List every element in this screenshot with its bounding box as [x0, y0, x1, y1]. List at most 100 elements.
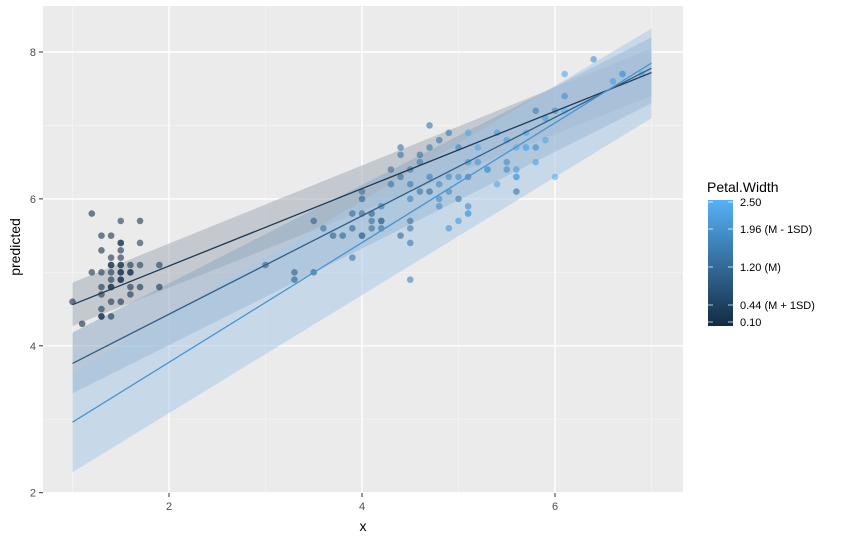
data-point	[358, 195, 366, 203]
data-point	[435, 136, 443, 144]
data-point	[88, 210, 96, 217]
data-point	[513, 188, 520, 195]
data-point	[551, 173, 559, 181]
data-point	[291, 276, 298, 283]
data-point	[464, 202, 472, 210]
data-point	[98, 283, 105, 291]
legend-tick-label: 1.96 (M - 1SD)	[740, 224, 812, 236]
data-point	[88, 269, 96, 276]
y-axis-title: predicted	[7, 218, 23, 276]
data-point	[387, 166, 395, 173]
data-point	[435, 202, 443, 210]
data-point	[561, 92, 568, 100]
data-point	[98, 232, 105, 239]
data-point	[98, 313, 105, 320]
data-point	[464, 210, 472, 217]
data-point	[397, 151, 404, 159]
data-point	[406, 217, 414, 225]
data-point	[117, 269, 125, 276]
data-point	[127, 291, 134, 298]
data-point	[349, 254, 356, 261]
data-point	[397, 173, 404, 181]
data-point	[426, 122, 433, 129]
colorbar	[708, 200, 733, 326]
fit-line	[72, 67, 652, 365]
data-point	[378, 217, 385, 225]
data-point	[107, 313, 115, 320]
legend-tick-label: 0.10	[740, 317, 761, 329]
data-point	[117, 217, 125, 225]
fit-line	[72, 62, 652, 423]
data-point	[107, 261, 115, 269]
data-point	[127, 269, 134, 276]
data-point	[445, 173, 453, 181]
y-tick-label: 8	[30, 47, 36, 59]
legend-tick-label: 1.20 (M)	[740, 262, 781, 274]
data-point	[513, 173, 520, 181]
data-point	[329, 232, 337, 239]
data-point	[107, 232, 115, 239]
data-point	[339, 232, 347, 239]
scatter-points	[69, 56, 646, 328]
data-point	[532, 107, 539, 115]
data-point	[561, 107, 568, 115]
data-point	[127, 261, 134, 269]
data-point	[416, 188, 424, 195]
data-point	[117, 239, 125, 247]
y-tick-label: 4	[30, 341, 36, 353]
data-point	[590, 56, 597, 63]
data-point	[455, 195, 462, 203]
data-point	[426, 188, 433, 195]
data-point	[493, 180, 501, 188]
data-point	[98, 269, 105, 276]
legend-tick-label: 0.44 (M + 1SD)	[740, 300, 815, 312]
data-point	[445, 129, 453, 137]
data-point	[619, 70, 626, 78]
x-tick-label: 4	[359, 501, 365, 513]
data-point	[532, 158, 539, 166]
axes: 2 4 6 2 4 6 8	[30, 47, 558, 513]
legend: Petal.Width 2.50 1.96 (M - 1SD) 1.20 (M) 0.…	[707, 179, 815, 329]
data-point	[136, 239, 144, 247]
data-point	[107, 298, 115, 306]
data-point	[455, 217, 462, 225]
legend-title: Petal.Width	[707, 179, 779, 195]
data-point	[310, 217, 318, 225]
data-point	[416, 151, 424, 159]
data-point	[117, 276, 125, 283]
data-point	[136, 261, 144, 269]
data-point	[127, 283, 134, 291]
data-point	[609, 78, 617, 85]
fit-line	[72, 71, 652, 306]
data-point	[406, 224, 414, 232]
data-point	[78, 320, 86, 328]
data-point	[416, 158, 424, 166]
x-tick-label: 2	[166, 501, 172, 513]
data-point	[406, 195, 414, 203]
data-point	[117, 254, 125, 261]
data-point	[291, 269, 298, 276]
data-point	[368, 217, 375, 225]
data-point	[368, 224, 375, 232]
x-tick-label: 6	[552, 501, 558, 513]
data-point	[561, 70, 568, 78]
data-point	[98, 305, 105, 313]
data-point	[107, 276, 115, 283]
y-tick-label: 6	[30, 194, 36, 206]
data-point	[503, 158, 511, 166]
data-point	[522, 144, 530, 151]
data-point	[98, 247, 105, 254]
data-point	[349, 224, 356, 232]
data-point	[117, 261, 125, 269]
data-point	[426, 173, 433, 181]
data-point	[474, 158, 482, 166]
data-point	[156, 283, 163, 291]
colorbar-ticks: 2.50 1.96 (M - 1SD) 1.20 (M) 0.44 (M + 1SD)…	[708, 197, 815, 329]
data-point	[107, 254, 115, 261]
data-point	[474, 144, 482, 151]
data-point	[117, 298, 125, 306]
data-point	[464, 129, 472, 137]
data-point	[484, 166, 491, 173]
fit-lines	[72, 62, 652, 423]
